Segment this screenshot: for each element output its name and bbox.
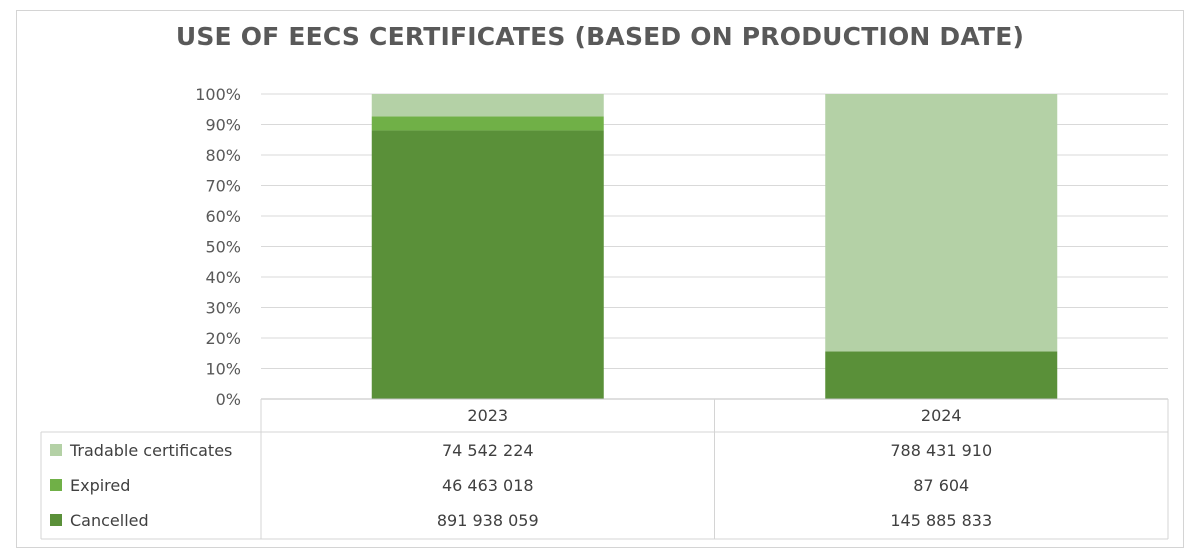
legend-label: Cancelled bbox=[70, 511, 149, 530]
bar-segment-cancelled-2023 bbox=[371, 130, 604, 400]
data-table-value: 891 938 059 bbox=[437, 511, 539, 530]
legend-key-expired bbox=[50, 479, 62, 491]
y-tick-label: 40% bbox=[205, 268, 241, 287]
data-table-value: 145 885 833 bbox=[890, 511, 992, 530]
legend-key-tradable-certificates bbox=[50, 444, 62, 456]
y-tick-label: 80% bbox=[205, 146, 241, 165]
y-tick-label: 20% bbox=[205, 329, 241, 348]
y-tick-label: 50% bbox=[205, 238, 241, 257]
y-tick-label: 60% bbox=[205, 207, 241, 226]
bar-segment-cancelled-2024 bbox=[825, 351, 1058, 399]
y-tick-label: 70% bbox=[205, 177, 241, 196]
legend-key-cancelled bbox=[50, 514, 62, 526]
y-tick-label: 90% bbox=[205, 116, 241, 135]
y-tick-label: 0% bbox=[216, 390, 241, 409]
chart-title: USE OF EECS CERTIFICATES (BASED ON PRODU… bbox=[175, 22, 1025, 51]
y-tick-label: 30% bbox=[205, 299, 241, 318]
data-table-value: 788 431 910 bbox=[890, 441, 992, 460]
legend-label: Tradable certificates bbox=[69, 441, 232, 460]
x-tick-label: 2024 bbox=[921, 406, 962, 425]
bar-segment-expired-2023 bbox=[371, 116, 604, 131]
data-table-value: 46 463 018 bbox=[442, 476, 534, 495]
y-tick-label: 10% bbox=[205, 360, 241, 379]
legend-label: Expired bbox=[70, 476, 130, 495]
data-table-value: 87 604 bbox=[913, 476, 969, 495]
y-tick-label: 100% bbox=[195, 85, 241, 104]
bar-segment-tradable-certificates-2024 bbox=[825, 94, 1058, 352]
bar-segment-tradable-certificates-2023 bbox=[371, 94, 604, 117]
x-tick-label: 2023 bbox=[467, 406, 508, 425]
data-table-value: 74 542 224 bbox=[442, 441, 534, 460]
